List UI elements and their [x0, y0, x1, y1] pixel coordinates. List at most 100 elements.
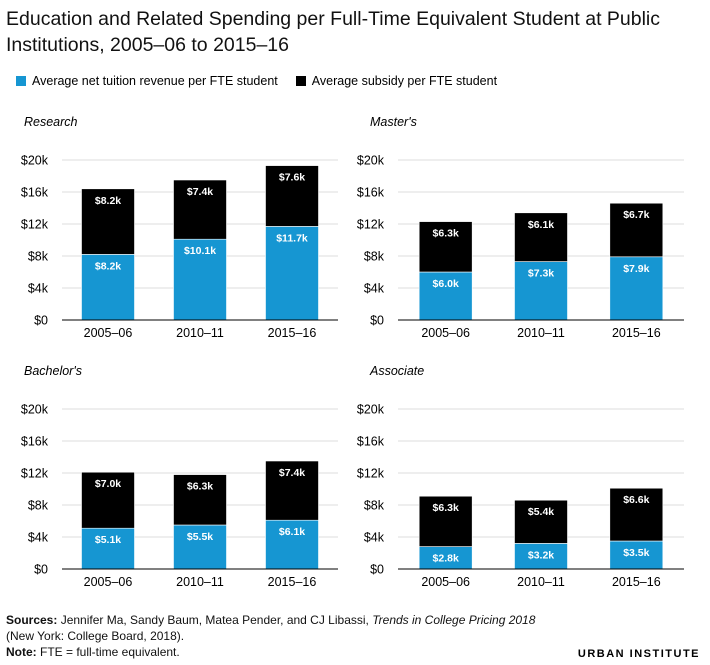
- legend-swatch-tuition: [16, 76, 26, 86]
- data-label: $5.5k: [187, 531, 213, 543]
- bar-tuition: [173, 524, 227, 570]
- y-tick-label: $8k: [364, 250, 385, 264]
- y-tick-label: $16k: [21, 435, 49, 449]
- data-label: $3.5k: [623, 547, 649, 559]
- y-tick-label: $16k: [357, 186, 385, 200]
- data-label: $7.3k: [528, 268, 554, 280]
- y-tick-label: $12k: [21, 467, 49, 481]
- data-label: $6.1k: [528, 219, 554, 231]
- data-label: $8.2k: [95, 260, 121, 272]
- y-tick-label: $0: [370, 563, 384, 577]
- bar-tuition: [265, 519, 319, 570]
- data-label: $6.1k: [279, 526, 305, 538]
- x-tick-label: 2005–06: [84, 326, 133, 340]
- data-label: $5.1k: [95, 534, 121, 546]
- legend-item-subsidy: Average subsidy per FTE student: [295, 74, 498, 88]
- legend-item-tuition: Average net tuition revenue per FTE stud…: [16, 74, 278, 88]
- data-label: $6.0k: [433, 278, 459, 290]
- y-tick-label: $4k: [28, 282, 49, 296]
- bar-subsidy: [609, 202, 664, 258]
- bar-subsidy: [81, 471, 135, 529]
- data-label: $2.8k: [433, 553, 459, 565]
- bar-subsidy: [514, 499, 568, 544]
- data-label: $6.3k: [433, 228, 459, 240]
- note-label: Note:: [6, 645, 37, 659]
- x-tick-label: 2005–06: [421, 326, 470, 340]
- data-label: $6.7k: [623, 209, 649, 221]
- bar-tuition: [81, 527, 135, 570]
- bar-tuition: [609, 540, 664, 570]
- y-tick-label: $8k: [28, 250, 49, 264]
- panel-title: Master's: [370, 115, 417, 129]
- bar-subsidy: [173, 179, 227, 240]
- x-tick-label: 2005–06: [421, 575, 470, 589]
- data-label: $6.3k: [433, 502, 459, 514]
- x-tick-label: 2015–16: [612, 326, 661, 340]
- bar-subsidy: [173, 474, 227, 526]
- y-tick-label: $20k: [357, 154, 385, 168]
- y-tick-label: $12k: [21, 218, 49, 232]
- bar-subsidy: [418, 495, 473, 547]
- chart-title: Education and Related Spending per Full-…: [6, 8, 661, 56]
- data-label: $8.2k: [95, 195, 121, 207]
- bar-tuition: [173, 238, 227, 321]
- y-tick-label: $4k: [364, 282, 385, 296]
- sources-italic: Trends in College Pricing 2018: [372, 613, 536, 627]
- bar-subsidy: [81, 188, 135, 255]
- data-label: $7.0k: [95, 478, 121, 490]
- sources-text-2: (New York: College Board, 2018).: [6, 629, 185, 643]
- legend: Average net tuition revenue per FTE stud…: [16, 74, 515, 88]
- bar-tuition: [609, 256, 664, 321]
- footer-notes: Sources: Jennifer Ma, Sandy Baum, Matea …: [6, 612, 566, 660]
- y-tick-label: $0: [370, 314, 384, 328]
- data-label: $10.1k: [184, 245, 216, 257]
- sources-line: Sources: Jennifer Ma, Sandy Baum, Matea …: [6, 612, 566, 644]
- x-tick-label: 2010–11: [517, 575, 565, 589]
- sources-label: Sources:: [6, 613, 58, 627]
- sources-text-1: Jennifer Ma, Sandy Baum, Matea Pender, a…: [57, 613, 373, 627]
- x-tick-label: 2015–16: [268, 326, 317, 340]
- y-tick-label: $8k: [28, 499, 49, 513]
- data-label: $6.3k: [187, 481, 213, 493]
- y-tick-label: $16k: [357, 435, 385, 449]
- bar-subsidy: [265, 460, 319, 521]
- y-tick-label: $20k: [21, 403, 49, 417]
- small-multiples-chart: Research $0 $4k $8k $12k $16k $20k $8.2k $8.2k 20…: [21, 115, 684, 589]
- data-label: $11.7k: [276, 232, 308, 244]
- legend-label-tuition: Average net tuition revenue per FTE stud…: [32, 74, 278, 88]
- bar-subsidy: [418, 221, 473, 273]
- x-tick-label: 2005–06: [84, 575, 133, 589]
- data-label: $3.2k: [528, 549, 554, 561]
- legend-swatch-subsidy: [295, 76, 306, 86]
- data-label: $6.6k: [623, 494, 649, 506]
- bar-tuition: [514, 261, 568, 321]
- x-tick-label: 2010–11: [176, 575, 224, 589]
- y-tick-label: $12k: [357, 218, 385, 232]
- y-tick-label: $12k: [357, 467, 385, 481]
- bar-subsidy: [514, 212, 568, 262]
- y-tick-label: $8k: [364, 499, 385, 513]
- data-label: $7.4k: [187, 186, 213, 198]
- data-label: $7.4k: [279, 467, 305, 479]
- data-label: $7.9k: [623, 263, 649, 275]
- legend-label-subsidy: Average subsidy per FTE student: [311, 74, 498, 88]
- urban-institute-logo: URBAN INSTITUTE: [577, 648, 700, 660]
- x-tick-label: 2015–16: [612, 575, 661, 589]
- x-tick-label: 2010–11: [517, 326, 565, 340]
- panel-title: Associate: [369, 364, 424, 378]
- data-label: $7.6k: [279, 172, 305, 184]
- panel-title: Bachelor's: [24, 364, 82, 378]
- y-tick-label: $0: [34, 563, 48, 577]
- y-tick-label: $4k: [28, 531, 49, 545]
- bar-tuition: [265, 226, 319, 321]
- y-tick-label: $0: [34, 314, 48, 328]
- bar-tuition: [418, 271, 473, 321]
- y-tick-label: $4k: [364, 531, 385, 545]
- data-label: $5.4k: [528, 506, 554, 518]
- note-text: FTE = full-time equivalent.: [36, 645, 180, 659]
- panel-title: Research: [24, 115, 78, 129]
- bar-tuition: [81, 254, 135, 321]
- x-tick-label: 2015–16: [268, 575, 317, 589]
- y-tick-label: $16k: [21, 186, 49, 200]
- x-tick-label: 2010–11: [176, 326, 224, 340]
